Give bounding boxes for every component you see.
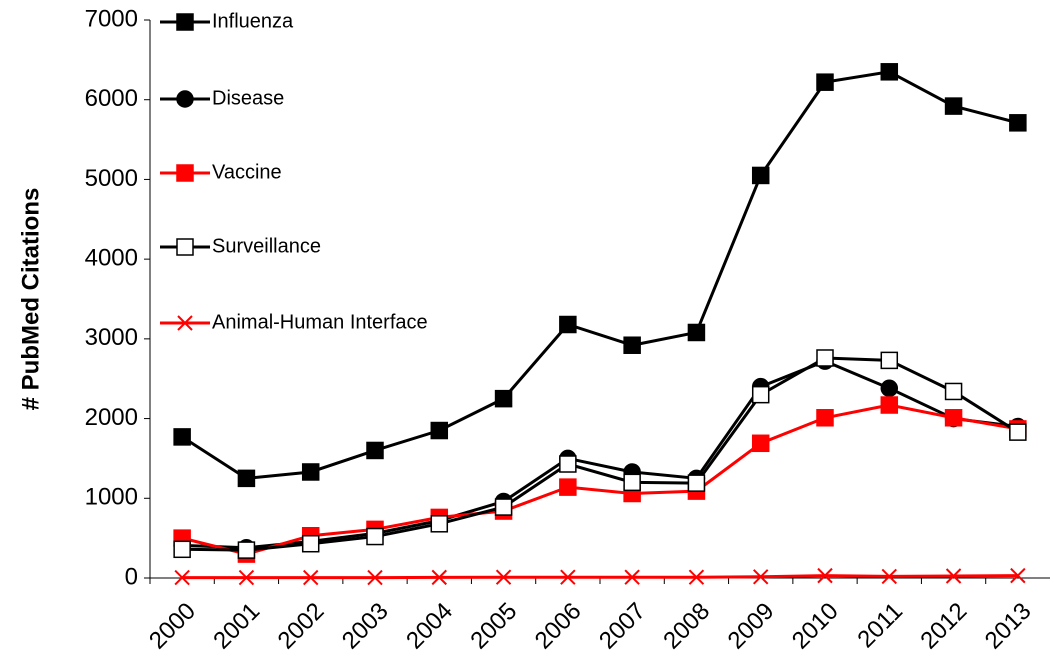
y-axis-label: # PubMed Citations [17,188,44,411]
data-point [301,534,320,553]
data-point [687,323,706,342]
data-point [366,441,384,460]
legend-label: Surveillance [212,235,321,257]
x-tick-label: 2005 [465,598,522,655]
legend-label: Vaccine [212,161,282,183]
data-point [431,569,447,586]
x-tick-label: 2011 [852,598,908,654]
y-tick-label: 0 [125,563,138,590]
data-point [880,396,899,414]
series-line [182,359,1019,550]
data-point [816,73,834,91]
data-point [559,455,577,473]
data-point [817,567,833,584]
data-point [687,474,706,492]
data-point [945,568,962,584]
data-point [495,569,512,585]
data-point [173,540,191,559]
data-point [623,473,641,492]
series-line [181,403,1019,556]
data-point [238,569,255,586]
x-tick-label: 2007 [594,598,651,655]
data-point [880,63,899,81]
data-point [494,498,513,516]
data-point [816,409,834,427]
x-tick-label: 2010 [787,598,844,655]
y-tick-label: 1000 [85,484,138,511]
x-tick-label: 2009 [723,598,780,655]
data-point [623,336,641,354]
data-point [751,385,770,404]
x-tick-label: 2004 [401,598,458,655]
legend-label: Influenza [212,10,294,32]
data-point [303,569,319,586]
data-point [430,515,449,533]
data-point [366,527,384,546]
legend-marker [176,238,194,256]
data-point [944,97,963,115]
legend-label: Disease [212,87,284,109]
x-tick-label: 2001 [208,598,265,655]
legend-label: Animal-Human Interface [212,311,428,333]
data-point [237,541,256,559]
data-point [174,569,190,586]
data-point [944,382,963,401]
x-tick-label: 2002 [273,598,330,655]
x-tick-label: 2013 [980,598,1037,655]
data-point [430,421,449,440]
data-point [880,351,899,370]
data-point [624,569,640,585]
series-line [182,574,1018,580]
y-tick-label: 4000 [85,244,138,271]
data-point [559,478,577,496]
data-point [753,569,769,585]
y-tick-label: 3000 [85,324,138,351]
data-point [816,349,834,367]
series-line [181,70,1019,480]
y-tick-label: 5000 [85,165,138,192]
data-point [1010,567,1026,584]
legend-marker [176,13,194,31]
y-tick-label: 7000 [85,5,138,32]
data-point [301,463,320,481]
x-tick-label: 2003 [337,598,394,655]
data-point [494,389,513,408]
data-point [1009,423,1027,441]
y-tick-label: 2000 [85,404,138,431]
series-line [182,356,1019,552]
data-point [1009,114,1027,132]
data-point [560,569,576,585]
legend-marker [176,164,194,182]
legend-marker [176,90,194,108]
data-point [237,469,256,488]
data-point [880,379,899,398]
data-point [173,428,191,446]
legend-marker [177,315,193,331]
y-tick-label: 6000 [85,85,138,112]
data-point [881,568,897,585]
data-point [751,166,770,185]
x-tick-label: 2000 [144,598,201,655]
data-point [367,569,383,586]
x-tick-label: 2012 [915,598,972,655]
data-point [751,434,770,453]
x-tick-label: 2008 [658,598,715,655]
data-point [944,409,963,427]
data-point [559,315,577,334]
data-point [688,569,705,585]
x-tick-label: 2006 [530,598,587,655]
